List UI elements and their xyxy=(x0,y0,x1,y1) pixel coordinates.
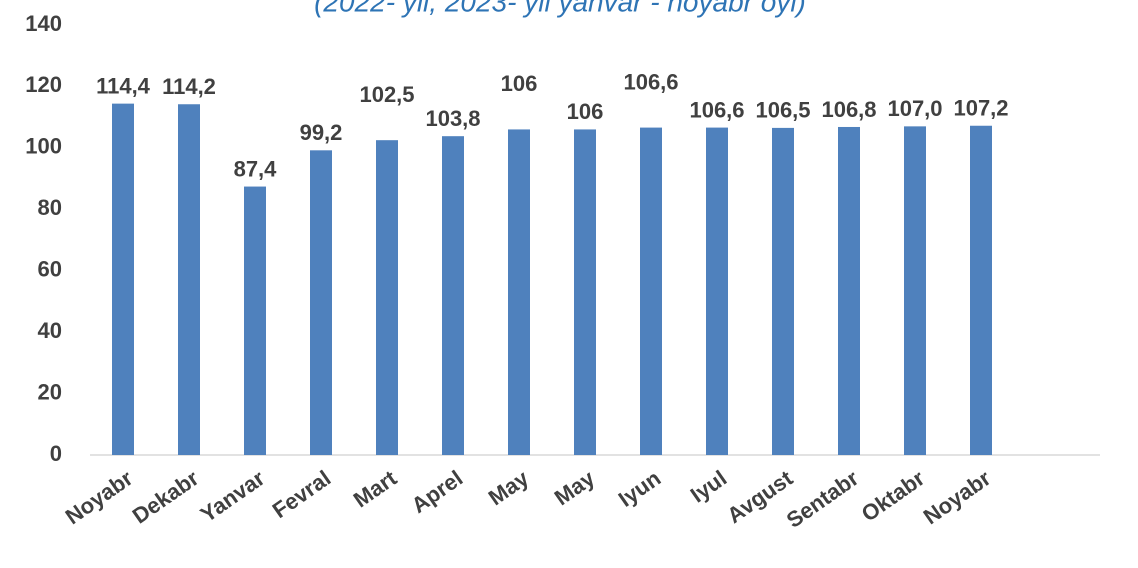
bar xyxy=(574,129,596,455)
data-label: 106 xyxy=(501,71,538,96)
bar xyxy=(640,127,662,455)
bar xyxy=(244,186,266,456)
x-tick-label: Iyul xyxy=(686,465,731,507)
data-label: 103,8 xyxy=(425,106,480,131)
y-tick-label: 20 xyxy=(38,379,62,404)
chart-subtitle: (2022- yil, 2023- yil yanvar - noyabr oy… xyxy=(314,0,806,17)
bar xyxy=(178,104,200,455)
y-tick-label: 120 xyxy=(25,72,62,97)
data-label: 107,0 xyxy=(887,96,942,121)
bar xyxy=(706,127,728,455)
x-tick-label: Yanvar xyxy=(196,465,270,527)
bar xyxy=(838,126,860,455)
y-tick-label: 40 xyxy=(38,318,62,343)
bar xyxy=(970,125,992,455)
data-label: 106,5 xyxy=(755,98,810,123)
x-tick-label: Mart xyxy=(349,465,402,513)
x-tick-label: May xyxy=(484,465,534,510)
x-tick-label: Iyun xyxy=(614,465,665,511)
data-label: 102,5 xyxy=(359,82,414,107)
data-label: 106 xyxy=(567,99,604,124)
y-tick-label: 100 xyxy=(25,134,62,159)
x-tick-label: Oktabr xyxy=(857,465,930,526)
y-tick-label: 140 xyxy=(25,11,62,36)
data-label: 106,8 xyxy=(821,97,876,122)
bar xyxy=(442,136,464,455)
bar xyxy=(772,127,794,456)
bar xyxy=(904,126,926,455)
bar xyxy=(376,140,398,455)
x-tick-label: May xyxy=(550,465,600,510)
data-label: 107,2 xyxy=(953,96,1008,121)
y-tick-label: 80 xyxy=(38,195,62,220)
x-tick-label: Dekabr xyxy=(128,465,204,529)
y-tick-label: 0 xyxy=(50,441,62,466)
x-tick-label: Noyabr xyxy=(61,465,138,529)
data-label: 99,2 xyxy=(300,120,343,145)
y-tick-label: 60 xyxy=(38,257,62,282)
x-tick-label: Sentabr xyxy=(782,465,864,533)
data-label: 106,6 xyxy=(623,69,678,94)
bar xyxy=(310,150,332,456)
bar xyxy=(508,129,530,455)
x-tick-label: Fevral xyxy=(268,465,335,523)
data-label: 114,2 xyxy=(162,74,216,99)
x-tick-label: Noyabr xyxy=(919,465,996,529)
x-tick-label: Aprel xyxy=(407,465,467,518)
data-label: 114,4 xyxy=(96,73,151,98)
data-label: 87,4 xyxy=(234,156,278,181)
bar xyxy=(112,103,134,455)
data-label: 106,6 xyxy=(689,97,744,122)
